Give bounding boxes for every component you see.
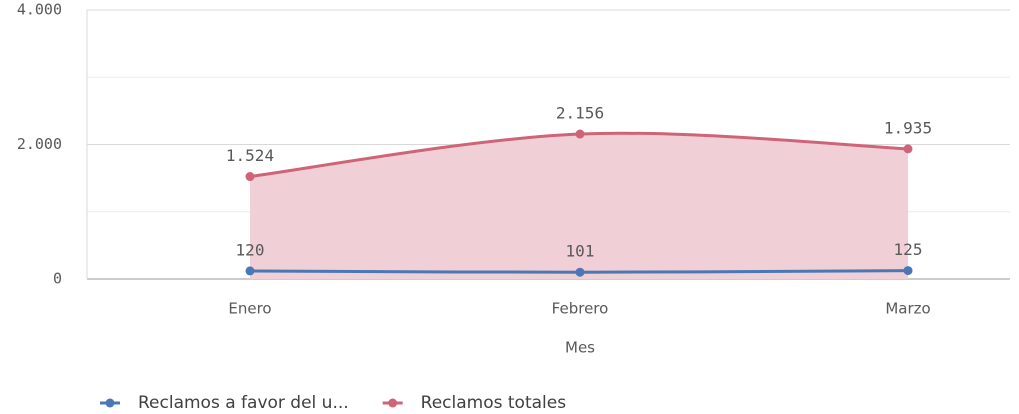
- legend-label: Reclamos totales: [421, 393, 567, 413]
- point: [903, 266, 913, 276]
- legend-marker: [388, 398, 398, 408]
- point: [245, 172, 255, 182]
- x-tick-label: Enero: [228, 300, 271, 318]
- data-label: 1.935: [884, 118, 932, 137]
- y-tick-label: 2.000: [17, 135, 62, 153]
- point: [903, 144, 913, 154]
- legend-label: Reclamos a favor del u...: [138, 393, 349, 413]
- y-tick-label: 4.000: [17, 1, 62, 19]
- area: [250, 133, 908, 279]
- x-tick-label: Febrero: [552, 300, 609, 318]
- x-axis-label: Mes: [565, 339, 595, 357]
- data-label: 120: [236, 240, 265, 259]
- data-label: 101: [566, 242, 595, 261]
- data-label: 2.156: [556, 104, 604, 123]
- point: [575, 267, 585, 277]
- data-label: 1.524: [226, 146, 274, 165]
- legend-marker: [105, 398, 115, 408]
- y-tick-label: 0: [53, 270, 62, 288]
- data-label: 125: [894, 240, 923, 259]
- point: [245, 266, 255, 276]
- point: [575, 129, 585, 139]
- x-tick-label: Marzo: [885, 300, 930, 318]
